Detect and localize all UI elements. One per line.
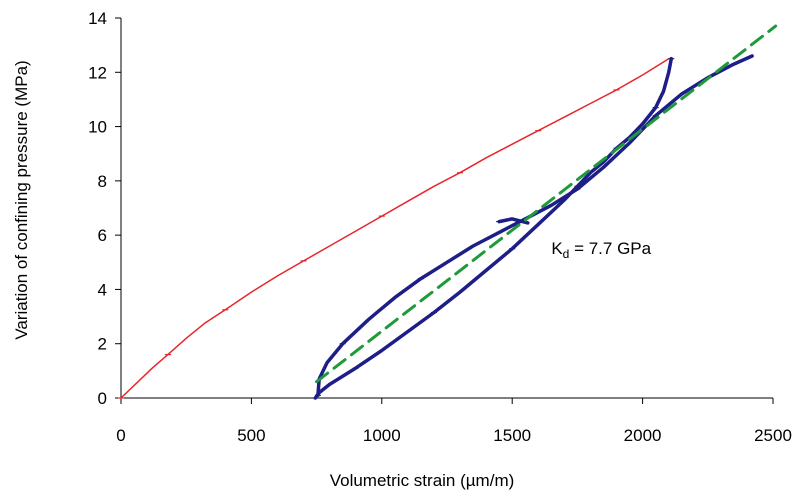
y-axis-title: Variation of confining pressure (MPa)	[12, 60, 31, 339]
kd-subscript: d	[563, 247, 570, 261]
series-line-0	[120, 57, 670, 399]
y-tick-label: 10	[88, 118, 107, 137]
series-line-4	[315, 24, 778, 384]
series-line-2	[316, 54, 754, 398]
x-axis-title: Volumetric strain (µm/m)	[330, 471, 515, 490]
y-tick-label: 0	[98, 389, 107, 408]
series-line-1	[313, 56, 674, 400]
kd-symbol: K	[551, 239, 563, 258]
x-tick-label: 2500	[754, 426, 792, 445]
y-tick-label: 8	[98, 172, 107, 191]
x-tick-label: 1500	[493, 426, 531, 445]
y-tick-label: 2	[98, 335, 107, 354]
labels: Volumetric strain (µm/m) Variation of co…	[12, 60, 652, 490]
kd-annotation: Kd = 7.7 GPa	[551, 239, 651, 261]
y-tick-label: 4	[98, 280, 107, 299]
kd-value: = 7.7 GPa	[569, 239, 651, 258]
series-line-3	[497, 217, 530, 225]
series-layer	[118, 24, 778, 400]
x-tick-label: 0	[116, 426, 125, 445]
x-tick-label: 1000	[363, 426, 401, 445]
x-tick-label: 500	[237, 426, 265, 445]
x-tick-label: 2000	[624, 426, 662, 445]
y-tick-label: 6	[98, 226, 107, 245]
y-tick-label: 14	[88, 9, 107, 28]
axes: 0 2 4 6 8 10 12 14 0 500 1000 1500 2000 2500	[88, 9, 792, 445]
y-tick-label: 12	[88, 63, 107, 82]
